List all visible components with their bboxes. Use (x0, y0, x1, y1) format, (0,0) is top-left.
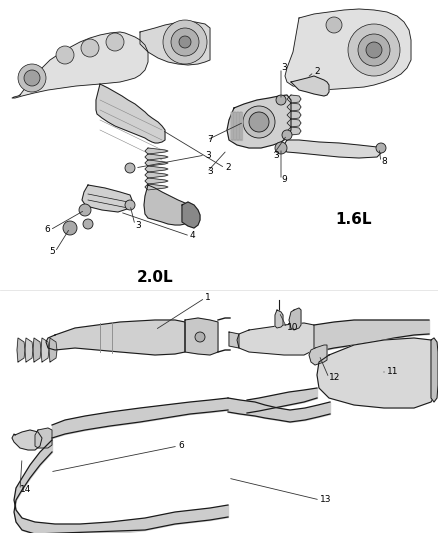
Polygon shape (12, 32, 148, 98)
Text: 10: 10 (287, 324, 299, 333)
Polygon shape (25, 338, 33, 362)
Circle shape (56, 46, 74, 64)
Circle shape (81, 39, 99, 57)
Circle shape (276, 95, 286, 105)
Text: 1.6L: 1.6L (336, 213, 372, 228)
Polygon shape (17, 338, 25, 362)
Text: 9: 9 (281, 175, 287, 184)
Polygon shape (145, 172, 168, 178)
Circle shape (348, 24, 400, 76)
Text: 3: 3 (273, 150, 279, 159)
Polygon shape (287, 127, 301, 135)
Text: 5: 5 (49, 247, 55, 256)
Text: 6: 6 (44, 225, 50, 235)
Text: 3: 3 (281, 63, 287, 72)
Polygon shape (145, 154, 168, 160)
Polygon shape (145, 178, 168, 184)
Text: 1: 1 (205, 294, 211, 303)
Text: 14: 14 (20, 486, 32, 495)
Circle shape (179, 36, 191, 48)
Circle shape (125, 200, 135, 210)
Polygon shape (33, 338, 41, 362)
Text: 2: 2 (225, 164, 231, 173)
Polygon shape (185, 318, 218, 355)
Circle shape (83, 219, 93, 229)
Circle shape (24, 70, 40, 86)
Polygon shape (284, 140, 381, 158)
Circle shape (282, 130, 292, 140)
Polygon shape (35, 428, 52, 448)
Polygon shape (237, 112, 239, 140)
Polygon shape (49, 338, 57, 362)
Polygon shape (231, 112, 233, 140)
Text: 4: 4 (190, 231, 196, 240)
Text: 2.0L: 2.0L (137, 271, 173, 286)
Polygon shape (287, 111, 301, 119)
Circle shape (125, 163, 135, 173)
Circle shape (376, 143, 386, 153)
Circle shape (106, 33, 124, 51)
Polygon shape (82, 185, 132, 212)
Polygon shape (287, 119, 301, 127)
Circle shape (79, 204, 91, 216)
Polygon shape (289, 308, 301, 330)
Circle shape (63, 221, 77, 235)
Text: 13: 13 (320, 496, 332, 505)
Polygon shape (140, 22, 210, 65)
Text: 7: 7 (207, 135, 213, 144)
Polygon shape (275, 310, 283, 328)
Polygon shape (145, 160, 168, 166)
Text: 11: 11 (387, 367, 399, 376)
Circle shape (326, 17, 342, 33)
Polygon shape (145, 184, 168, 190)
Circle shape (18, 64, 46, 92)
Text: 3: 3 (135, 221, 141, 230)
Polygon shape (41, 338, 49, 362)
Polygon shape (234, 112, 236, 140)
Polygon shape (145, 148, 168, 154)
Text: 6: 6 (178, 441, 184, 450)
Polygon shape (287, 95, 301, 103)
Polygon shape (46, 320, 185, 355)
Polygon shape (182, 202, 200, 228)
Polygon shape (96, 84, 165, 143)
Polygon shape (145, 166, 168, 172)
Circle shape (275, 142, 287, 154)
Polygon shape (431, 338, 438, 402)
Polygon shape (291, 76, 329, 96)
Polygon shape (240, 112, 242, 140)
Circle shape (163, 20, 207, 64)
Circle shape (243, 106, 275, 138)
Polygon shape (144, 185, 192, 225)
Text: 3: 3 (205, 150, 211, 159)
Polygon shape (237, 323, 314, 355)
Circle shape (358, 34, 390, 66)
Text: 8: 8 (381, 157, 387, 166)
Text: 2: 2 (314, 68, 320, 77)
Circle shape (195, 332, 205, 342)
Polygon shape (309, 345, 327, 365)
Polygon shape (317, 338, 435, 408)
Circle shape (366, 42, 382, 58)
Polygon shape (285, 9, 411, 90)
Circle shape (249, 112, 269, 132)
Circle shape (171, 28, 199, 56)
Polygon shape (229, 332, 239, 348)
Polygon shape (287, 103, 301, 111)
Polygon shape (227, 95, 291, 148)
Polygon shape (12, 430, 42, 450)
Text: 12: 12 (329, 374, 340, 383)
Text: 3: 3 (207, 167, 213, 176)
